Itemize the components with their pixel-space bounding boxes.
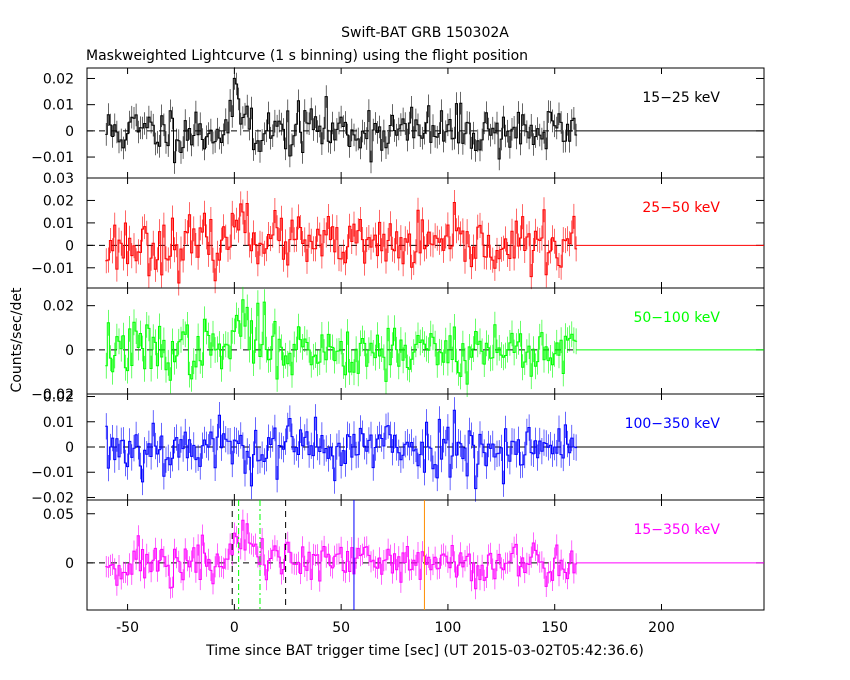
x-tick-label: -50 bbox=[116, 620, 139, 636]
x-axis: -50 0 50 100 150 200 bbox=[116, 620, 675, 636]
y-tick-label: −0.02 bbox=[31, 387, 74, 403]
x-axis-label: Time since BAT trigger time [sec] (UT 20… bbox=[205, 643, 644, 659]
panels-group: 0.02 0.01 0 −0.01 15−25 keV 0.03 0.02 0.01 0 −0.0… bbox=[31, 67, 765, 611]
y-tick-label: 0.01 bbox=[43, 98, 74, 114]
y-tick-label: 0.05 bbox=[43, 507, 74, 523]
y-tick-label: 0.01 bbox=[43, 415, 74, 431]
x-tick-label: 200 bbox=[648, 620, 675, 636]
chart-title: Swift-BAT GRB 150302A bbox=[341, 25, 509, 41]
error-bars bbox=[105, 509, 577, 600]
panel-25-50-kev: 0.03 0.02 0.01 0 −0.01 25−50 keV bbox=[31, 171, 765, 296]
y-tick-label: −0.02 bbox=[31, 490, 74, 506]
error-bars bbox=[105, 397, 577, 502]
series-label: 100−350 keV bbox=[625, 416, 721, 432]
panel-50-100-kev: 0.02 0 −0.02 50−100 keV bbox=[31, 286, 765, 403]
error-bars bbox=[105, 190, 577, 296]
y-tick-label: 0.02 bbox=[43, 390, 74, 406]
series-label: 25−50 keV bbox=[642, 200, 720, 216]
y-tick-label: 0 bbox=[65, 238, 74, 254]
y-tick-label: 0 bbox=[65, 440, 74, 456]
series-label: 15−25 keV bbox=[642, 90, 720, 106]
series-label: 15−350 keV bbox=[633, 522, 720, 538]
x-tick-label: 50 bbox=[332, 620, 350, 636]
lightcurve-series bbox=[105, 202, 578, 284]
y-tick-label: 0 bbox=[65, 124, 74, 140]
y-tick-label: 0 bbox=[65, 556, 74, 572]
x-tick-label: 100 bbox=[435, 620, 462, 636]
y-tick-label: 0.03 bbox=[43, 171, 74, 187]
lightcurve-series bbox=[105, 519, 578, 590]
y-tick-label: −0.01 bbox=[31, 261, 74, 277]
y-axis-label: Counts/sec/det bbox=[9, 287, 25, 392]
y-tick-label: −0.01 bbox=[31, 465, 74, 481]
chart-subtitle: Maskweighted Lightcurve (1 s binning) us… bbox=[86, 48, 528, 64]
lightcurve-series bbox=[105, 299, 578, 385]
y-tick-label: 0.01 bbox=[43, 216, 74, 232]
panel-frame bbox=[86, 499, 765, 611]
lightcurve-series bbox=[105, 409, 578, 490]
lightcurve-series bbox=[105, 77, 578, 164]
y-tick-label: −0.01 bbox=[31, 150, 74, 166]
x-tick-label: 0 bbox=[230, 620, 239, 636]
panel-100-350-kev: 0.02 0.01 0 −0.01 −0.02 100−350 keV bbox=[31, 390, 765, 506]
error-bars bbox=[105, 67, 577, 174]
panel-15-350-kev: 0.05 0 15−350 keV bbox=[43, 499, 765, 611]
panel-15-25-kev: 0.02 0.01 0 −0.01 15−25 keV bbox=[31, 67, 765, 179]
y-tick-label: 0.02 bbox=[43, 299, 74, 315]
y-tick-label: 0.02 bbox=[43, 71, 74, 87]
x-tick-label: 150 bbox=[541, 620, 568, 636]
y-tick-label: 0.02 bbox=[43, 193, 74, 209]
y-tick-label: 0 bbox=[65, 343, 74, 359]
series-label: 50−100 keV bbox=[633, 310, 720, 326]
